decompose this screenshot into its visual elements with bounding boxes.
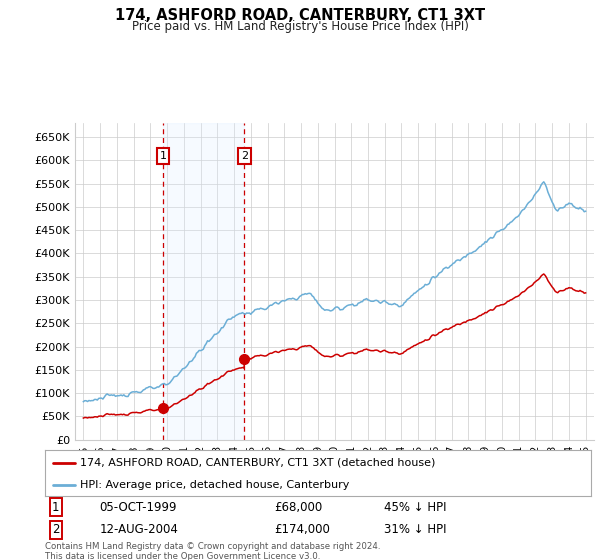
Text: 174, ASHFORD ROAD, CANTERBURY, CT1 3XT (detached house): 174, ASHFORD ROAD, CANTERBURY, CT1 3XT (… bbox=[80, 458, 436, 468]
Bar bbox=[163, 123, 244, 440]
Text: 1: 1 bbox=[160, 151, 167, 161]
Text: 05-OCT-1999: 05-OCT-1999 bbox=[100, 501, 177, 514]
Text: Contains HM Land Registry data © Crown copyright and database right 2024.
This d: Contains HM Land Registry data © Crown c… bbox=[45, 542, 380, 560]
Text: £68,000: £68,000 bbox=[274, 501, 323, 514]
Text: 2: 2 bbox=[52, 524, 59, 536]
Text: £174,000: £174,000 bbox=[274, 524, 330, 536]
Text: 45% ↓ HPI: 45% ↓ HPI bbox=[383, 501, 446, 514]
Text: 2: 2 bbox=[241, 151, 248, 161]
Text: Price paid vs. HM Land Registry's House Price Index (HPI): Price paid vs. HM Land Registry's House … bbox=[131, 20, 469, 33]
Text: 1: 1 bbox=[52, 501, 59, 514]
Text: HPI: Average price, detached house, Canterbury: HPI: Average price, detached house, Cant… bbox=[80, 480, 350, 491]
Text: 31% ↓ HPI: 31% ↓ HPI bbox=[383, 524, 446, 536]
Text: 12-AUG-2004: 12-AUG-2004 bbox=[100, 524, 178, 536]
Text: 174, ASHFORD ROAD, CANTERBURY, CT1 3XT: 174, ASHFORD ROAD, CANTERBURY, CT1 3XT bbox=[115, 8, 485, 24]
